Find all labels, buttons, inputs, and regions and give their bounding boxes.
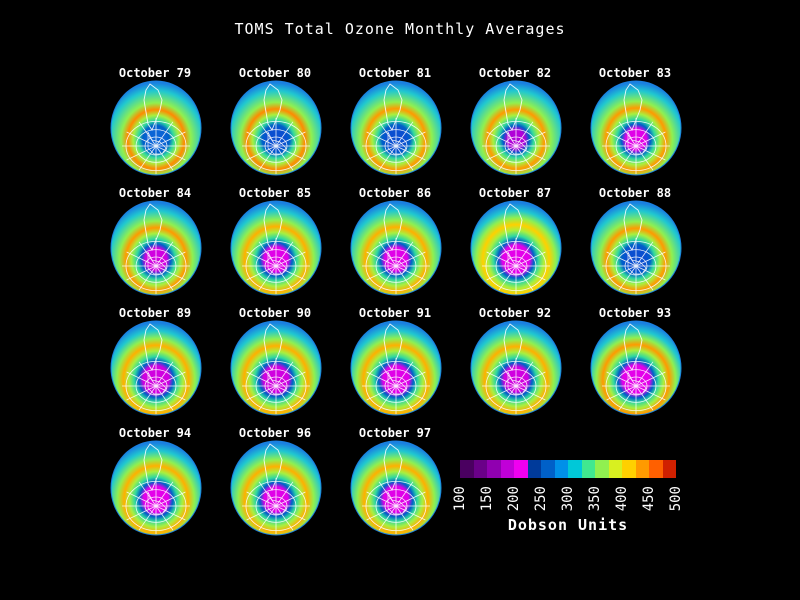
- ozone-globe-map: [590, 80, 682, 176]
- ozone-globe-map: [230, 80, 322, 176]
- ozone-globe-map: [230, 440, 322, 536]
- ozone-globe-map: [350, 440, 442, 536]
- colorbar-tick-label: 350: [587, 486, 603, 512]
- globe-label: October 80: [238, 66, 312, 80]
- colorbar-swatch: [608, 460, 622, 478]
- colorbar-tick-label: 150: [479, 486, 495, 512]
- colorbar-tick-label: 500: [668, 486, 684, 512]
- page-title: TOMS Total Ozone Monthly Averages: [234, 20, 566, 38]
- colorbar-swatch: [649, 460, 663, 478]
- colorbar-tick-label: 300: [560, 486, 576, 512]
- colorbar-title: Dobson Units: [507, 516, 629, 534]
- globe-label: October 87: [478, 186, 552, 200]
- globe-panel: October 89: [100, 306, 210, 426]
- colorbar-swatch: [487, 460, 501, 478]
- ozone-globe-map: [350, 320, 442, 416]
- ozone-globe-map: [230, 320, 322, 416]
- ozone-globe-map: [590, 320, 682, 416]
- colorbar-swatch: [527, 460, 541, 478]
- globe-panel: October 91: [340, 306, 450, 426]
- globe-panel: October 80: [220, 66, 330, 186]
- colorbar-tick-label: 450: [641, 486, 657, 512]
- colorbar-swatch: [635, 460, 649, 478]
- colorbar-tick-label: 400: [614, 486, 630, 512]
- globe-panel: October 84: [100, 186, 210, 306]
- globe-panel: October 97: [340, 426, 450, 546]
- ozone-globe-map: [470, 200, 562, 296]
- colorbar-swatch: [473, 460, 487, 478]
- globe-panel: October 90: [220, 306, 330, 426]
- colorbar-swatch: [622, 460, 636, 478]
- ozone-globe-map: [110, 320, 202, 416]
- globe-panel: October 93: [580, 306, 690, 426]
- globe-panel: October 94: [100, 426, 210, 546]
- globe-label: October 79: [118, 66, 192, 80]
- ozone-globe-map: [590, 200, 682, 296]
- colorbar-tick-label: 200: [506, 486, 522, 512]
- globe-panel: October 81: [340, 66, 450, 186]
- globe-panel: October 92: [460, 306, 570, 426]
- globe-label: October 90: [238, 306, 312, 320]
- colorbar-swatch: [541, 460, 555, 478]
- globe-label: October 94: [118, 426, 192, 440]
- colorbar: [460, 460, 676, 478]
- colorbar-swatch: [460, 460, 474, 478]
- colorbar-swatch: [554, 460, 568, 478]
- ozone-globe-map: [350, 200, 442, 296]
- colorbar-swatch: [662, 460, 676, 478]
- colorbar-swatch: [581, 460, 595, 478]
- ozone-globe-map: [110, 80, 202, 176]
- globe-label: October 89: [118, 306, 192, 320]
- globe-panel: October 82: [460, 66, 570, 186]
- globe-label: October 92: [478, 306, 552, 320]
- ozone-globe-map: [470, 80, 562, 176]
- globe-label: October 88: [598, 186, 672, 200]
- globe-label: October 91: [358, 306, 432, 320]
- globe-label: October 84: [118, 186, 192, 200]
- globe-panel: October 88: [580, 186, 690, 306]
- colorbar-swatch: [500, 460, 514, 478]
- colorbar-swatch: [568, 460, 582, 478]
- ozone-globe-map: [470, 320, 562, 416]
- globe-label: October 82: [478, 66, 552, 80]
- globe-panel: October 83: [580, 66, 690, 186]
- globe-label: October 83: [598, 66, 672, 80]
- ozone-globe-map: [110, 200, 202, 296]
- ozone-globe-map: [350, 80, 442, 176]
- colorbar-swatch: [595, 460, 609, 478]
- colorbar-tick-label: 250: [533, 486, 549, 512]
- globe-label: October 93: [598, 306, 672, 320]
- globe-panel: October 96: [220, 426, 330, 546]
- ozone-globe-map: [110, 440, 202, 536]
- globe-label: October 85: [238, 186, 312, 200]
- globe-panel: October 85: [220, 186, 330, 306]
- globe-label: October 86: [358, 186, 432, 200]
- globe-label: October 96: [238, 426, 312, 440]
- colorbar-tick-label: 100: [452, 486, 468, 512]
- colorbar-swatch: [514, 460, 528, 478]
- globe-label: October 81: [358, 66, 432, 80]
- globe-label: October 97: [358, 426, 432, 440]
- globe-panel: October 86: [340, 186, 450, 306]
- ozone-globe-map: [230, 200, 322, 296]
- globe-panel: October 87: [460, 186, 570, 306]
- globe-panel: October 79: [100, 66, 210, 186]
